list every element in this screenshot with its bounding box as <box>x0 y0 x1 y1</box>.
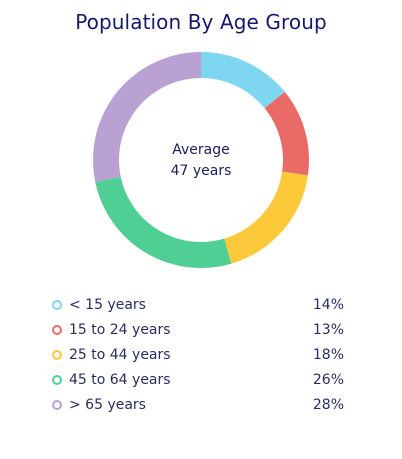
legend: < 15 years 14% 15 to 24 years 13% 25 to 44 y… <box>52 292 352 417</box>
donut-svg <box>92 52 309 268</box>
donut-slices <box>92 52 309 268</box>
legend-item-over-65[interactable]: > 65 years 28% <box>52 392 352 417</box>
slice-under-15[interactable] <box>201 52 285 109</box>
center-label-average: Average <box>172 142 230 158</box>
slice-15-24[interactable] <box>264 91 309 176</box>
slice-25-44[interactable] <box>224 171 308 264</box>
legend-value: 14% <box>312 296 344 313</box>
legend-marker-icon <box>52 349 62 360</box>
legend-value: 18% <box>312 346 344 363</box>
legend-label: 25 to 44 years <box>69 346 171 363</box>
slice-45-64[interactable] <box>95 176 232 268</box>
legend-value: 13% <box>312 321 344 338</box>
legend-marker-icon <box>52 324 62 335</box>
legend-label: < 15 years <box>69 296 146 313</box>
legend-item-15-24[interactable]: 15 to 24 years 13% <box>52 317 352 342</box>
center-label-value: 47 years <box>170 163 232 179</box>
chart-title: Population By Age Group <box>75 10 327 34</box>
legend-marker-icon <box>52 399 62 410</box>
legend-marker-icon <box>52 299 62 310</box>
legend-item-25-44[interactable]: 25 to 44 years 18% <box>52 342 352 367</box>
legend-item-under-15[interactable]: < 15 years 14% <box>52 292 352 317</box>
legend-label: 45 to 64 years <box>69 371 171 388</box>
legend-label: > 65 years <box>69 396 146 413</box>
legend-marker-icon <box>52 374 62 385</box>
donut-chart: Average 47 years <box>92 52 309 268</box>
slice-over-65[interactable] <box>92 52 201 183</box>
legend-label: 15 to 24 years <box>69 321 171 338</box>
legend-item-45-64[interactable]: 45 to 64 years 26% <box>52 367 352 392</box>
legend-value: 26% <box>312 371 344 388</box>
legend-value: 28% <box>312 396 344 413</box>
